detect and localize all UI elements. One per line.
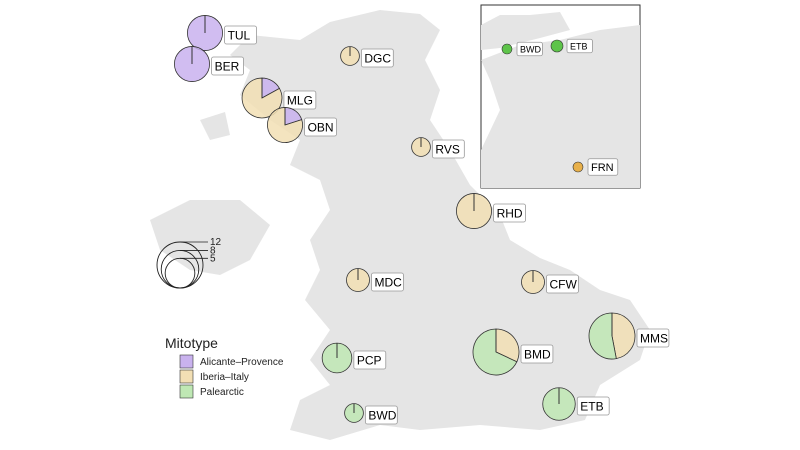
site-label-box: [636, 328, 670, 348]
site-label: RHD: [497, 207, 523, 221]
site-pie-tul: TUL: [187, 15, 257, 51]
site-label-box: [576, 396, 610, 416]
inset-map: BWD ETB FRN: [480, 4, 641, 189]
site-label: PCP: [357, 354, 382, 368]
site-label-box: [283, 90, 317, 110]
inset-site-etb: ETB: [550, 38, 593, 54]
site-label-box: [493, 203, 526, 223]
site-label: TUL: [228, 29, 251, 43]
site-pie-etb: ETB: [542, 387, 610, 421]
site-label: MMS: [640, 332, 668, 346]
site-pie-pcp: PCP: [321, 342, 387, 374]
site-label: MDC: [375, 276, 403, 290]
site-label: DGC: [364, 52, 391, 66]
site-label-box: [224, 25, 257, 45]
site-label: BMD: [524, 348, 551, 362]
site-pie-dgc: DGC: [340, 46, 394, 68]
site-label: BWD: [368, 409, 396, 423]
site-label-box: [546, 274, 579, 294]
legend-swatch: [179, 369, 194, 384]
site-label: MLG: [287, 94, 313, 108]
legend-swatch: [179, 354, 194, 369]
inset-site-label: ETB: [570, 41, 588, 51]
site-label: CFW: [550, 278, 578, 292]
site-label-box: [520, 344, 554, 364]
site-label-box: [304, 117, 337, 137]
site-label-box: [371, 272, 404, 292]
site-pie-cfw: CFW: [521, 270, 579, 294]
site-label: OBN: [308, 121, 334, 135]
site-pies: TUL BER DGC MLG OBN RVS RHD MDC CFW MMS BMD PCP BWD E…: [174, 15, 670, 425]
inset-point: [550, 39, 564, 53]
site-pie-mms: MMS: [588, 312, 670, 360]
inset-point: [572, 161, 584, 173]
inset-site-label: BWD: [520, 44, 541, 54]
site-label: BER: [215, 60, 240, 74]
site-pie-mlg: MLG: [241, 77, 317, 119]
color-legend: Mitotype Alicante–Provence Iberia–Italy Pa…: [165, 335, 284, 399]
site-label: RVS: [435, 143, 459, 157]
site-pie-ber: BER: [174, 46, 244, 82]
pie-slice: [472, 328, 518, 376]
site-label-box: [431, 139, 465, 159]
inset-france-landmass: [481, 25, 640, 188]
inset-point: [501, 43, 513, 55]
inset-site-label-box: [566, 38, 593, 54]
legend-item-label: Iberia–Italy: [200, 372, 249, 383]
inset-site-label-box: [516, 41, 543, 57]
site-pie-rhd: RHD: [456, 193, 526, 229]
legend-title: Mitotype: [165, 335, 218, 351]
site-pie-obn: OBN: [267, 107, 337, 143]
site-label-box: [211, 56, 244, 76]
site-label: ETB: [580, 400, 603, 414]
pie-slice: [611, 312, 636, 360]
site-pie-bmd: BMD: [472, 328, 554, 376]
inset-site-bwd: BWD: [501, 41, 543, 57]
legend-item-label: Alicante–Provence: [200, 357, 284, 368]
site-label-box: [364, 405, 398, 425]
site-pie-rvs: RVS: [411, 137, 465, 159]
pie-slice: [495, 328, 520, 363]
inset-site-frn: FRN: [572, 158, 619, 176]
legend-item-label: Palearctic: [200, 387, 244, 398]
size-legend-label: 8: [210, 245, 216, 256]
legend-swatch: [179, 384, 194, 399]
size-legend-label: 12: [210, 237, 222, 248]
pie-slice: [588, 312, 617, 360]
site-label-box: [360, 48, 394, 68]
inset-site-label: FRN: [591, 162, 614, 174]
great-britain-landmass: [150, 10, 650, 440]
inset-site-label-box: [587, 158, 619, 176]
site-label-box: [353, 350, 387, 370]
site-pie-bwd: BWD: [344, 403, 398, 425]
site-pie-mdc: MDC: [346, 268, 404, 292]
size-legend-label: 5: [210, 253, 216, 264]
